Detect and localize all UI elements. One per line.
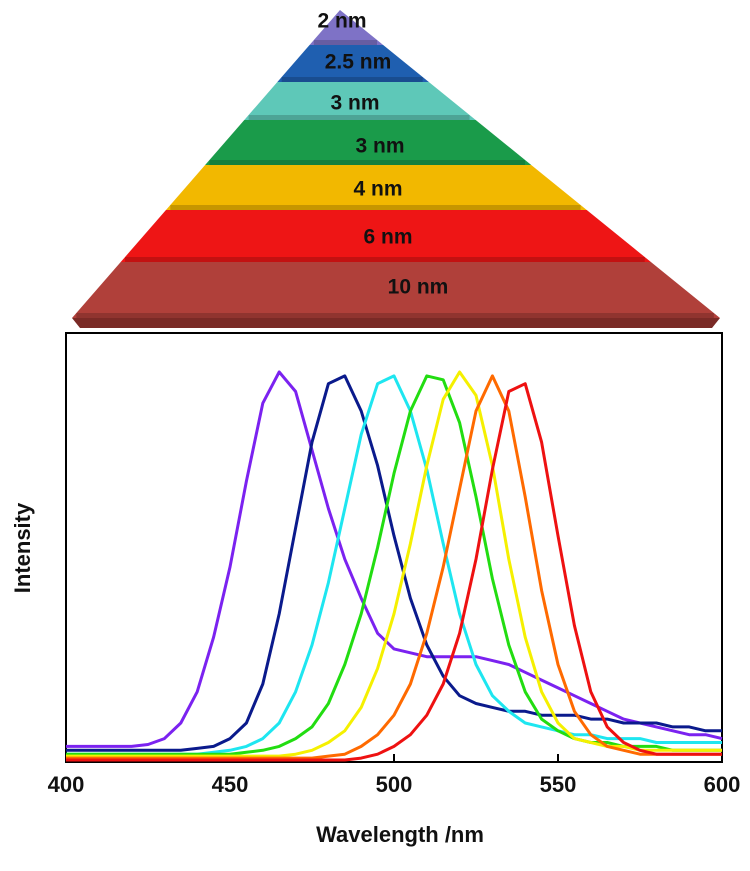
y-axis-label: Intensity <box>10 502 35 593</box>
pyramid-layer <box>309 10 384 45</box>
layer-shadow <box>76 313 714 318</box>
layer-shadow <box>170 205 581 210</box>
layer-shadow <box>281 77 423 82</box>
layer-shadow <box>248 115 470 120</box>
spectrum-line <box>66 374 722 752</box>
spectrum-line <box>66 374 722 756</box>
pyramid-layer <box>165 165 587 210</box>
pyramid-layer <box>120 210 651 262</box>
x-tick-label: 400 <box>48 772 85 797</box>
layer-shadow <box>313 40 378 45</box>
spectrum-line <box>66 382 722 762</box>
layer-label: 4 nm <box>353 178 402 201</box>
x-tick-label: 600 <box>704 772 741 797</box>
spectrum-line <box>66 374 722 760</box>
pyramid-base <box>72 318 720 328</box>
spectrum-line <box>66 370 723 748</box>
x-tick-label: 550 <box>540 772 577 797</box>
x-tick-label: 450 <box>212 772 249 797</box>
layer-label: 6 nm <box>363 226 412 249</box>
spectrum-line <box>66 374 722 756</box>
pyramid-layer <box>205 120 532 165</box>
spectrum-line <box>66 370 722 758</box>
layer-label: 2.5 nm <box>325 51 392 74</box>
layer-shadow <box>125 257 645 262</box>
plot-frame <box>65 332 723 763</box>
pyramid-layer <box>72 262 720 318</box>
x-tick-label: 500 <box>376 772 413 797</box>
layer-label: 10 nm <box>388 276 449 299</box>
layer-label: 2 nm <box>317 10 366 33</box>
layer-shadow <box>209 160 526 165</box>
layer-label: 3 nm <box>330 92 379 115</box>
pyramid-layer <box>244 82 476 120</box>
layer-label: 3 nm <box>355 135 404 158</box>
pyramid-layer <box>277 45 429 82</box>
x-axis-label: Wavelength /nm <box>316 822 484 847</box>
